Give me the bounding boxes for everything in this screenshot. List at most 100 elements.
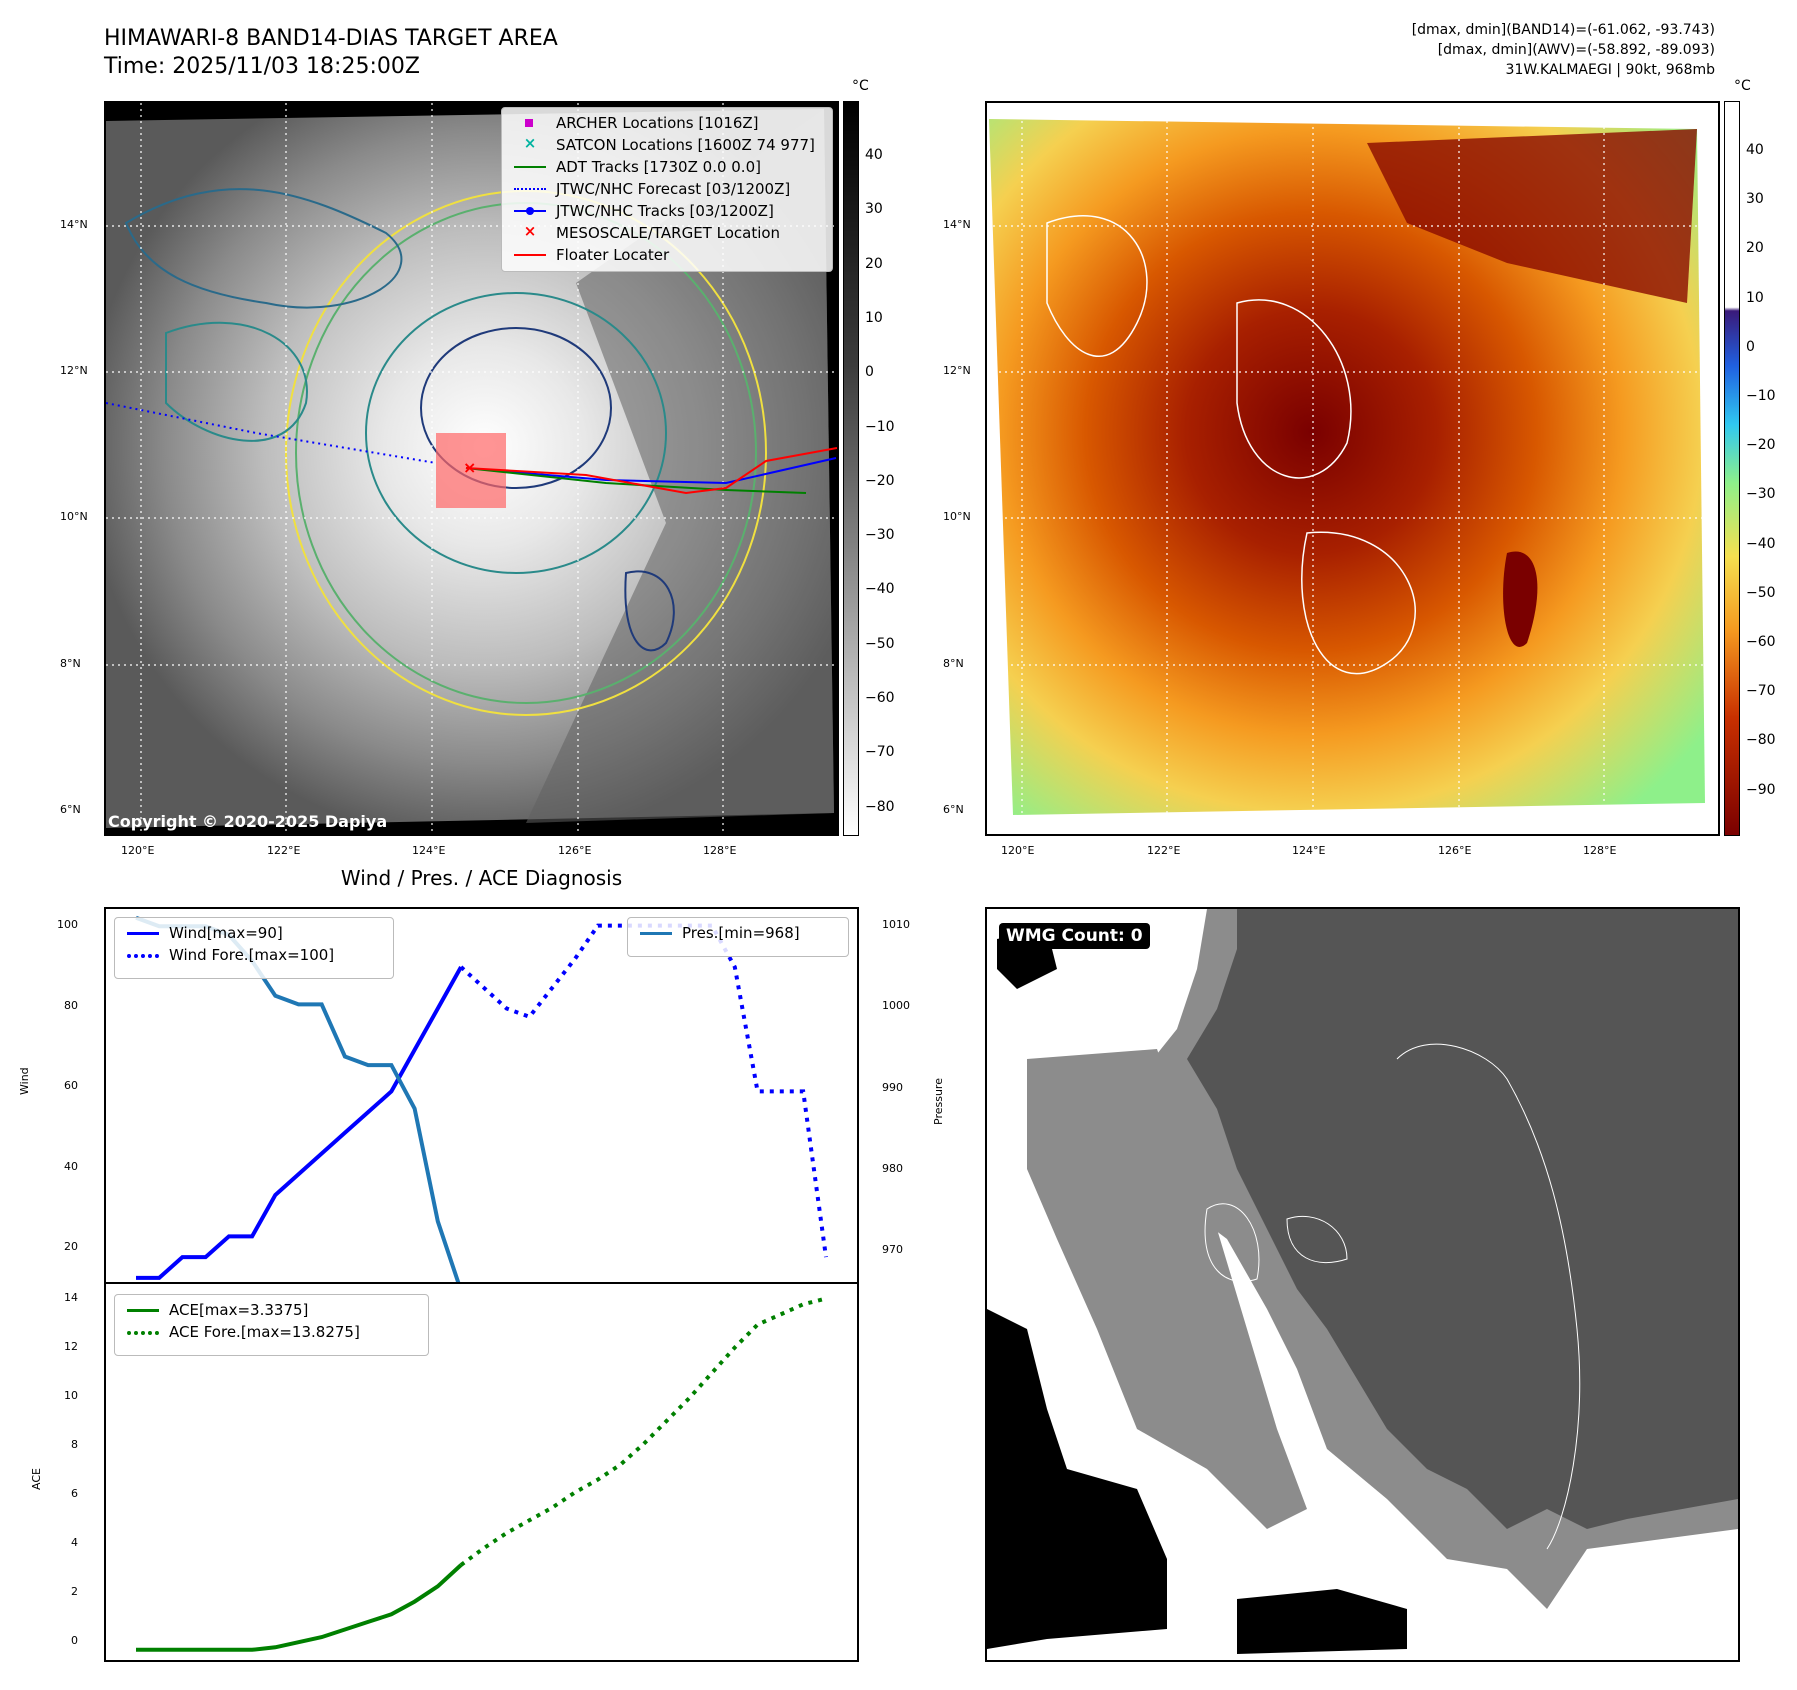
axis-tick-label: 20 <box>64 1240 78 1254</box>
axis-tick-label: 12 <box>64 1340 78 1353</box>
axis-tick-label: 40 <box>64 1159 78 1173</box>
axis-tick-label: 970 <box>882 1243 903 1257</box>
pressure-legend: Pres.[min=968] <box>627 917 849 957</box>
map-legend: ARCHER Locations [1016Z] × SATCON Locatio… <box>501 107 833 272</box>
band14-imagery: × <box>106 103 837 834</box>
axis-tick-label: 980 <box>882 1161 903 1175</box>
colorbar-tick-label: −10 <box>865 418 895 435</box>
wind-ylabel: Wind <box>18 1067 31 1095</box>
axis-tick-label: 0 <box>71 1634 78 1647</box>
legend-item: × SATCON Locations [1600Z 74 977] <box>523 134 815 154</box>
wind-legend: Wind[max=90] Wind Fore.[max=100] <box>114 917 394 979</box>
wmg-panel: WMG Count: 0 <box>985 907 1740 1662</box>
axis-tick-label: 60 <box>64 1079 78 1093</box>
colorbar-tick-label: 40 <box>1746 142 1764 158</box>
chart-time: Time: 2025/11/03 18:25:00Z <box>104 54 420 79</box>
legend-item: ACE[max=3.3375] <box>123 1299 420 1321</box>
chart-title: HIMAWARI-8 BAND14-DIAS TARGET AREA <box>104 26 558 51</box>
wmg-imagery <box>987 909 1738 1654</box>
awv-imagery <box>987 103 1718 834</box>
colorbar-tick-label: 10 <box>865 309 883 326</box>
lat-label: 12°N <box>60 364 88 377</box>
wind-forecast-line <box>459 923 828 1258</box>
ace-line <box>136 1563 463 1652</box>
colorbar-tick-label: −40 <box>1746 535 1776 552</box>
legend-item: Floater Locater <box>510 244 824 266</box>
legend-item: Pres.[min=968] <box>636 922 840 944</box>
axis-tick-label: 6 <box>71 1487 78 1500</box>
colorbar-tick-label: −80 <box>1746 732 1776 749</box>
legend-item: JTWC/NHC Forecast [03/1200Z] <box>510 178 824 200</box>
axis-tick-label: 4 <box>71 1536 78 1549</box>
colorbar-tick-label: 20 <box>865 255 883 272</box>
lon-label: 122°E <box>267 844 301 857</box>
colorbar-tick-label: −20 <box>865 472 895 489</box>
axis-tick-label: 1010 <box>882 918 910 931</box>
legend-item: × MESOSCALE/TARGET Location <box>523 222 781 242</box>
legend-item: Wind[max=90] <box>123 922 385 944</box>
axis-tick-label: 100 <box>57 918 78 931</box>
colorbar-tick-label: 30 <box>1746 191 1764 208</box>
lat-label: 10°N <box>60 510 88 523</box>
info-storm: 31W.KALMAEGI | 90kt, 968mb <box>1505 62 1715 78</box>
axis-tick-label: 8 <box>71 1438 78 1451</box>
lat-label: 12°N <box>943 364 971 377</box>
colorbar-tick-label: −40 <box>865 581 895 598</box>
lat-label: 14°N <box>60 218 88 231</box>
lon-label: 120°E <box>1001 844 1035 857</box>
axis-tick-label: 80 <box>64 998 78 1012</box>
colorbar-tick-label: −60 <box>865 690 895 706</box>
colorbar-tick-label: 10 <box>1746 289 1764 306</box>
lon-label: 126°E <box>558 844 592 857</box>
axis-tick-label: 2 <box>71 1585 78 1598</box>
legend-item: Wind Fore.[max=100] <box>123 944 385 966</box>
info-band14: [dmax, dmin](BAND14)=(-61.062, -93.743) <box>1411 22 1715 38</box>
colorbar-tick-label: 20 <box>1746 240 1764 257</box>
colorbar-unit: °C <box>1734 78 1751 94</box>
lon-label: 124°E <box>1292 844 1326 857</box>
ace-forecast-line <box>459 1296 827 1567</box>
colorbar-tick-label: −30 <box>865 527 895 544</box>
colorbar-tick-label: 0 <box>1746 338 1755 355</box>
lon-label: 124°E <box>412 844 446 857</box>
lon-label: 128°E <box>703 844 737 857</box>
legend-item: ACE Fore.[max=13.8275] <box>123 1321 420 1343</box>
lon-label: 126°E <box>1438 844 1472 857</box>
colorbar-tick-label: −20 <box>1746 437 1776 454</box>
lat-label: 14°N <box>943 218 971 231</box>
svg-text:×: × <box>463 458 476 477</box>
ace-plot: ACE[max=3.3375] ACE Fore.[max=13.8275] <box>104 1282 859 1662</box>
colorbar-tick-label: −50 <box>865 635 895 652</box>
lon-label: 120°E <box>121 844 155 857</box>
colorbar-unit: °C <box>852 78 869 94</box>
colorbar-tick-label: −90 <box>1746 781 1776 798</box>
lat-label: 6°N <box>943 803 964 816</box>
lat-label: 10°N <box>943 510 971 523</box>
axis-tick-label: 10 <box>64 1389 78 1402</box>
lat-label: 8°N <box>943 657 964 670</box>
colorbar-tick-label: −10 <box>1746 388 1776 404</box>
axis-tick-label: 14 <box>64 1291 78 1304</box>
lon-label: 128°E <box>1583 844 1617 857</box>
legend-item: JTWC/NHC Tracks [03/1200Z] <box>510 200 824 222</box>
colorbar-tick-label: −60 <box>1746 634 1776 650</box>
colorbar-tick-label: 0 <box>865 364 874 381</box>
ace-svg <box>136 1296 827 1652</box>
wmg-count-badge: WMG Count: 0 <box>999 923 1150 949</box>
colorbar-tick-label: −80 <box>865 798 895 815</box>
axis-tick-label: 1000 <box>882 999 910 1013</box>
band14-map: × Copyright © 2020-2025 Dapiya ARCHER Lo… <box>104 101 839 836</box>
wind-pressure-plot: Wind[max=90] Wind Fore.[max=100] Pres.[m… <box>104 907 859 1292</box>
wind-line <box>136 966 463 1280</box>
awv-map <box>985 101 1720 836</box>
diagnosis-title: Wind / Pres. / ACE Diagnosis <box>340 866 623 890</box>
axis-tick-label: 990 <box>882 1080 903 1094</box>
pressure-ylabel: Pressure <box>932 1078 945 1125</box>
colorbar-tick-label: 40 <box>865 147 883 163</box>
colorbar-tick-label: −30 <box>1746 486 1776 503</box>
ace-legend: ACE[max=3.3375] ACE Fore.[max=13.8275] <box>114 1294 429 1356</box>
lat-label: 6°N <box>60 803 81 816</box>
colorbar-tick-label: −50 <box>1746 584 1776 601</box>
lon-label: 122°E <box>1147 844 1181 857</box>
lat-label: 8°N <box>60 657 81 670</box>
